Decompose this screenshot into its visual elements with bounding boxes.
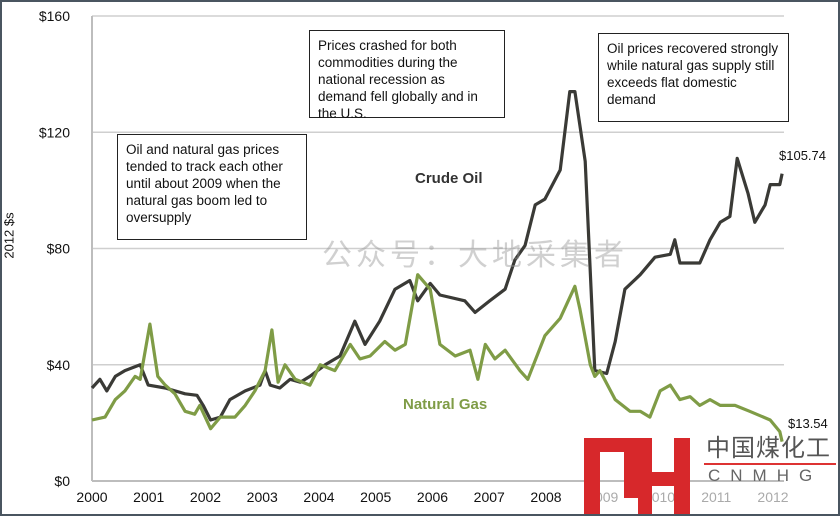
x-tick-label: 2007: [474, 489, 505, 505]
logo-divider: [704, 463, 836, 465]
annotation-box-recovery: Oil prices recovered strongly while natu…: [598, 33, 789, 122]
crude-oil-end-label: $105.74: [779, 148, 826, 163]
y-tick-label: $40: [47, 357, 71, 373]
x-tick-label: 2003: [247, 489, 278, 505]
x-tick-label: 2002: [190, 489, 221, 505]
x-tick-label: 2001: [133, 489, 164, 505]
x-tick-label: 2012: [757, 489, 788, 505]
x-tick-label: 2000: [76, 489, 107, 505]
x-tick-label: 2004: [303, 489, 334, 505]
x-tick-label: 2008: [530, 489, 561, 505]
natural-gas-end-label: $13.54: [788, 416, 828, 431]
x-tick-label: 2011: [701, 489, 731, 505]
crude-oil-line: [90, 89, 784, 422]
crude-oil-label: Crude Oil: [415, 170, 483, 187]
logo-mark-icon: [584, 438, 690, 516]
logo-english-text: CNMHG: [708, 466, 823, 485]
y-tick-label: $80: [47, 241, 71, 257]
natural-gas-line: [91, 273, 784, 442]
natural-gas-label: Natural Gas: [403, 396, 488, 413]
x-tick-label: 2006: [417, 489, 448, 505]
y-tick-label: $0: [54, 473, 70, 489]
annotation-box-early: Oil and natural gas prices tended to tra…: [117, 134, 307, 240]
y-tick-label: $120: [39, 124, 70, 140]
cnmhg-logo: 中国煤化工 CNMHG: [584, 436, 840, 516]
watermark: 公众号：大地采集者: [322, 238, 628, 273]
annotation-box-recession: Prices crashed for both commodities duri…: [309, 30, 505, 121]
logo-chinese-text: 中国煤化工: [706, 435, 831, 462]
y-tick-label: $160: [39, 8, 70, 24]
y-axis-label: 2012 $s: [1, 212, 17, 259]
x-tick-label: 2005: [360, 489, 391, 505]
